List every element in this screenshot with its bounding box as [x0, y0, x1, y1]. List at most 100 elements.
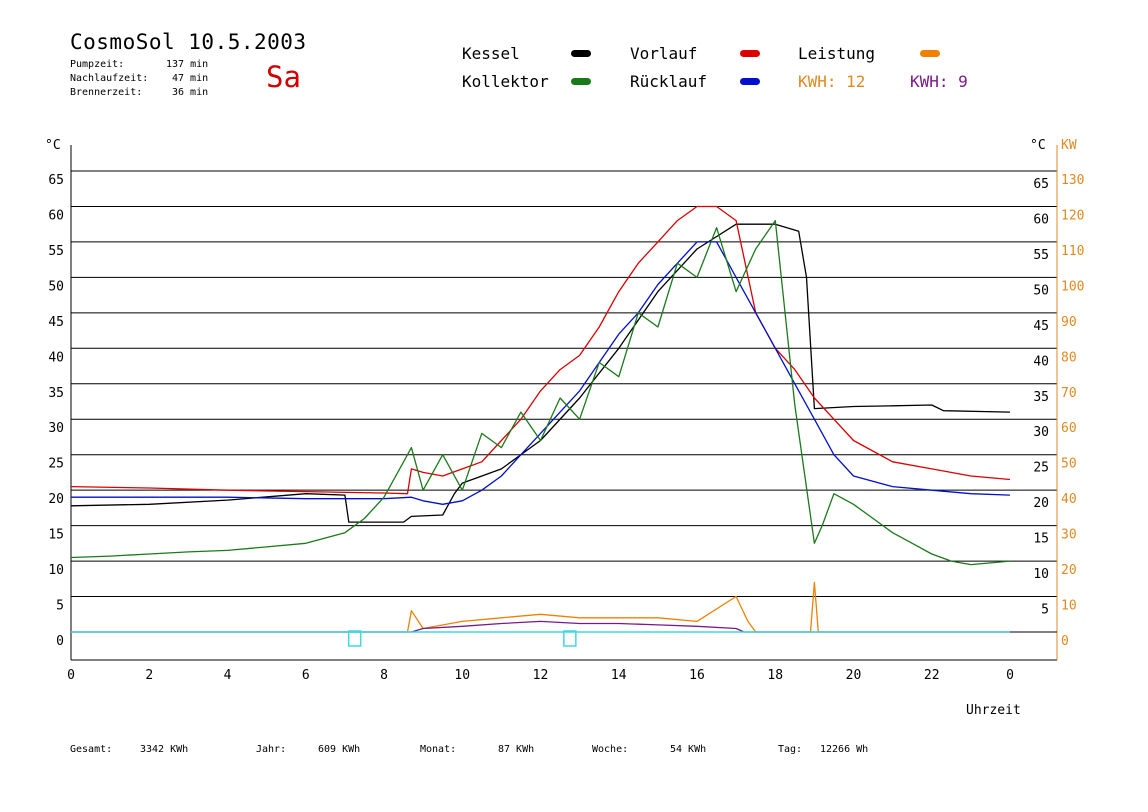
x-tick: 6	[302, 668, 310, 683]
y-tick-right-temp: 60	[1033, 212, 1049, 227]
y-tick-left: 40	[48, 350, 64, 365]
legend-swatch-ruecklauf	[740, 78, 760, 85]
footer-tag-value: 12266 Wh	[820, 744, 869, 755]
footer-jahr-value: 609 KWh	[318, 744, 361, 755]
y-tick-right-temp: 30	[1033, 425, 1049, 440]
legend-label-vorlauf: Vorlauf	[630, 44, 698, 63]
y-tick-right-power: 70	[1061, 386, 1077, 401]
legend-swatch-leistung	[920, 50, 940, 57]
series-line-kessel	[70, 223, 1011, 523]
y-tick-right-temp: 10	[1033, 567, 1049, 582]
y-tick-right-power: 130	[1061, 173, 1084, 188]
legend-swatch-kessel	[571, 50, 591, 57]
kwh-purple-label: KWH: 9	[910, 72, 968, 91]
x-tick: 14	[611, 668, 627, 683]
y-tick-right-temp: 5	[1041, 603, 1049, 618]
y-tick-right-power: 10	[1061, 599, 1077, 614]
y-tick-right-power: 0	[1061, 634, 1069, 649]
footer-monat-value: 87 KWh	[498, 744, 535, 755]
y-tick-right-power: 120	[1061, 208, 1084, 223]
y-tick-right-temp: 55	[1033, 248, 1049, 263]
stat-pumpzeit-value: 137 min	[166, 59, 209, 70]
y-tick-right-temp: 65	[1033, 177, 1049, 192]
series-line-r-cklauf	[71, 241, 1011, 505]
legend-label-kessel: Kessel	[462, 44, 520, 63]
y-tick-right-temp: 50	[1033, 283, 1049, 298]
footer-gesamt-value: 3342 KWh	[140, 744, 189, 755]
y-tick-right-power: 30	[1061, 528, 1077, 543]
timer-marker	[347, 630, 362, 647]
y-axis-right-power-unit: KW	[1061, 138, 1077, 153]
x-tick: 16	[689, 668, 705, 683]
chart-grid	[71, 170, 1057, 633]
x-axis-label: Uhrzeit	[966, 703, 1021, 718]
stat-brennerzeit-value: 36 min	[172, 87, 209, 98]
footer-monat-label: Monat:	[420, 744, 457, 755]
y-tick-left: 35	[48, 386, 64, 401]
y-tick-right-power: 20	[1061, 563, 1077, 578]
y-tick-right-temp: 20	[1033, 496, 1049, 511]
chart-markers	[71, 630, 1010, 647]
x-tick: 18	[767, 668, 783, 683]
legend-swatch-vorlauf	[740, 50, 760, 57]
y-tick-right-power: 60	[1061, 421, 1077, 436]
y-axis-left-unit: °C	[45, 138, 61, 153]
y-tick-right-power: 100	[1061, 279, 1084, 294]
y-axis-right-temp-unit: °C	[1030, 138, 1046, 153]
y-tick-right-temp: 45	[1033, 319, 1049, 334]
chart-ticks: °C °C KWUhrzeit051015202530354045505560655…	[45, 138, 1084, 718]
y-tick-left: 65	[48, 173, 64, 188]
y-tick-left: 45	[48, 315, 64, 330]
stat-pumpzeit-label: Pumpzeit:	[70, 59, 125, 70]
legend-swatch-kollektor	[571, 78, 591, 85]
footer-woche-value: 54 KWh	[670, 744, 707, 755]
stat-nachlaufzeit-value: 47 min	[172, 73, 209, 84]
legend-label-leistung: Leistung	[798, 44, 876, 63]
y-tick-right-temp: 40	[1033, 354, 1049, 369]
series-line-vorlauf	[70, 205, 1011, 495]
y-tick-left: 55	[48, 244, 64, 259]
kwh-orange-label: KWH: 12	[798, 72, 866, 91]
y-tick-left: 50	[48, 279, 64, 294]
y-tick-left: 60	[48, 208, 64, 223]
chart-series	[70, 205, 1011, 633]
x-tick: 2	[145, 668, 153, 683]
y-tick-left: 0	[56, 634, 64, 649]
legend-label-kollektor: Kollektor	[462, 72, 549, 91]
y-tick-right-temp: 15	[1033, 532, 1049, 547]
series-line-kessel-leistung	[71, 620, 1010, 633]
x-tick: 10	[454, 668, 470, 683]
y-tick-right-power: 90	[1061, 315, 1077, 330]
footer-woche-label: Woche:	[592, 744, 629, 755]
weekday-label: Sa	[266, 60, 301, 94]
x-tick: 8	[380, 668, 388, 683]
legend-label-ruecklauf: Rücklauf	[630, 72, 708, 91]
y-tick-right-power: 50	[1061, 457, 1077, 472]
y-tick-right-temp: 25	[1033, 461, 1049, 476]
y-tick-right-temp: 35	[1033, 390, 1049, 405]
footer-jahr-label: Jahr:	[256, 744, 287, 755]
y-tick-left: 15	[48, 528, 64, 543]
y-tick-right-power: 80	[1061, 350, 1077, 365]
stat-brennerzeit-label: Brennerzeit:	[70, 87, 143, 98]
y-tick-left: 20	[48, 492, 64, 507]
chart-title: CosmoSol 10.5.2003	[70, 30, 307, 54]
x-tick: 20	[846, 668, 862, 683]
x-tick: 4	[224, 668, 232, 683]
y-tick-left: 5	[56, 599, 64, 614]
footer-tag-label: Tag:	[778, 744, 803, 755]
x-tick: 0	[67, 668, 75, 683]
y-tick-left: 10	[48, 563, 64, 578]
y-tick-right-power: 40	[1061, 492, 1077, 507]
series-line-kollektor	[70, 219, 1011, 566]
series-line-leistung	[71, 581, 1010, 633]
footer-gesamt-label: Gesamt:	[70, 744, 113, 755]
stat-nachlaufzeit-label: Nachlaufzeit:	[70, 73, 149, 84]
x-tick: 22	[924, 668, 940, 683]
y-tick-left: 30	[48, 421, 64, 436]
y-tick-left: 25	[48, 457, 64, 472]
y-tick-right-power: 110	[1061, 244, 1084, 259]
x-tick: 12	[533, 668, 549, 683]
chart-axes	[70, 145, 1058, 661]
